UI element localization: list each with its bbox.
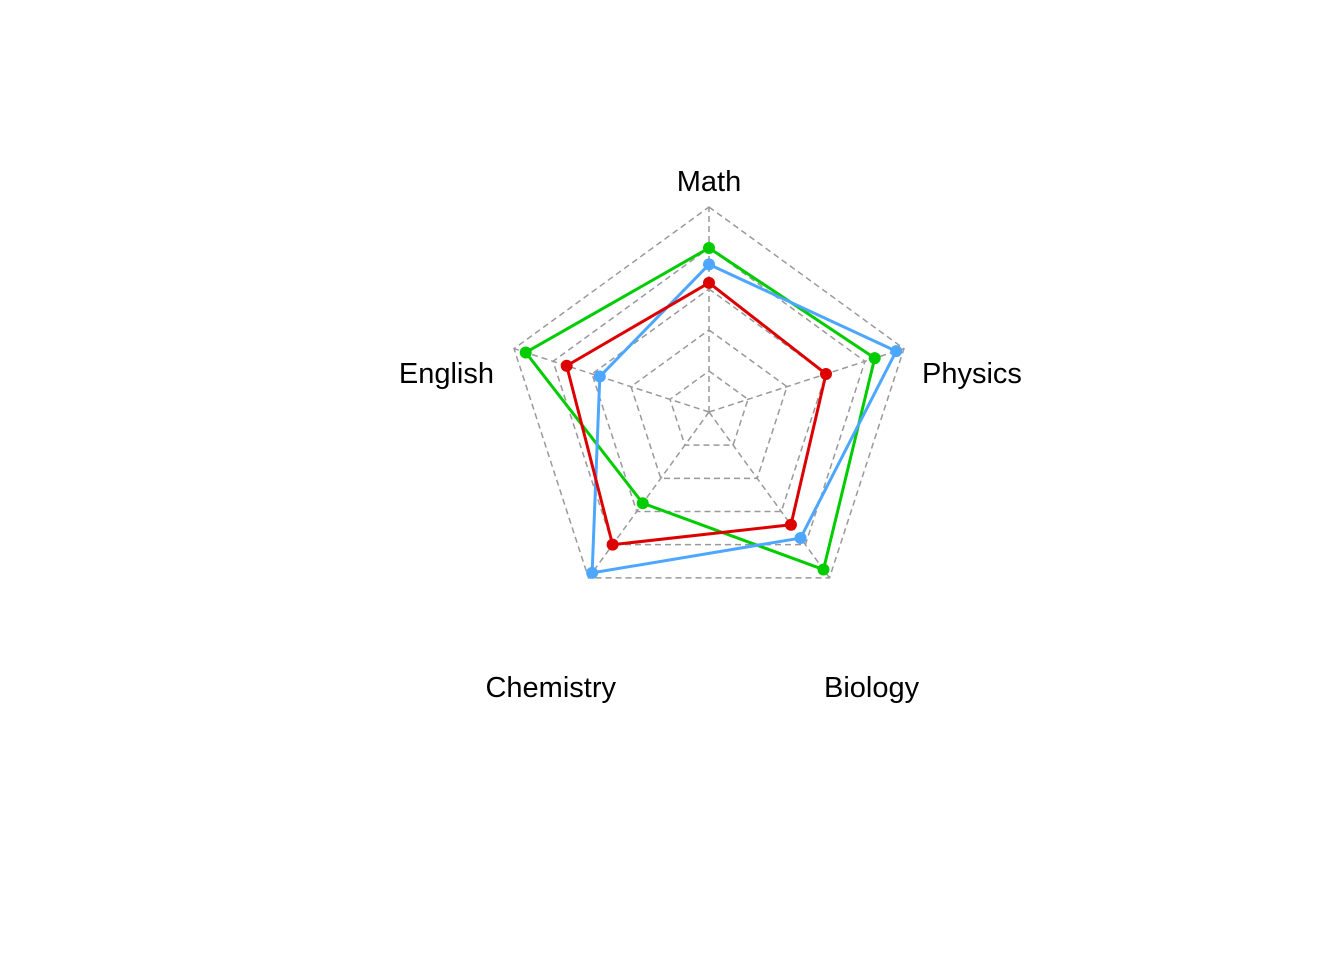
series-line-3 [565, 281, 828, 547]
grid-spoke-english [513, 347, 710, 413]
series-3-point-math [703, 276, 715, 289]
axis-label-physics: Physics [922, 358, 1022, 390]
axis-labels: Math Physics Biology Chemistry English [399, 166, 1022, 704]
series-2-point-chemistry [586, 566, 599, 579]
series-line-2 [590, 262, 898, 575]
series-3-point-physics [819, 367, 832, 380]
series-1-point-biology [817, 563, 830, 576]
series-layer [519, 242, 903, 579]
grid-spoke-chemistry [587, 411, 710, 579]
series-3-point-chemistry [606, 538, 619, 551]
grid-ring-2 [630, 329, 788, 480]
series-3 [560, 276, 832, 551]
series-line-1 [524, 246, 877, 572]
grid-ring-1 [669, 370, 749, 446]
series-2-point-math [703, 258, 715, 271]
axis-label-chemistry: Chemistry [485, 672, 616, 704]
series-1-point-physics [868, 352, 881, 365]
series-3-point-english [560, 359, 573, 372]
series-1 [519, 242, 881, 576]
series-1-point-chemistry [636, 497, 649, 510]
series-2-point-english [593, 370, 606, 383]
series-2-point-biology [794, 532, 807, 545]
series-1-point-math [703, 242, 715, 254]
series-3-point-biology [784, 518, 797, 531]
axis-label-math: Math [677, 166, 741, 198]
grid-ring-5 [513, 206, 905, 579]
axis-label-biology: Biology [824, 672, 920, 704]
grid-ring-4 [552, 247, 866, 546]
axis-label-english: English [399, 358, 494, 390]
series-1-point-english [519, 346, 532, 359]
series-2 [586, 258, 903, 579]
grid-spoke-biology [708, 411, 831, 579]
series-2-point-physics [890, 345, 903, 358]
